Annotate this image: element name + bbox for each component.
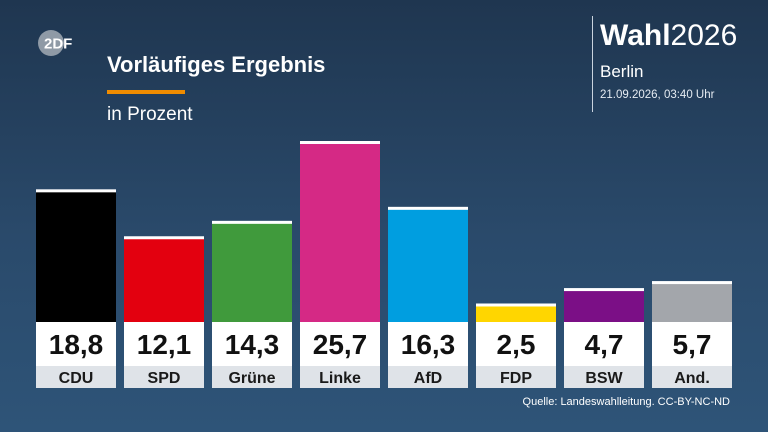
category-box-linke bbox=[300, 366, 380, 388]
bar-cap-fdp bbox=[476, 303, 556, 307]
category-label-afd: AfD bbox=[414, 370, 442, 387]
bar-cap-afd bbox=[388, 206, 468, 210]
zdf-logo-icon: 2DF bbox=[38, 30, 72, 56]
value-box-and bbox=[652, 322, 732, 366]
chart-subtitle: in Prozent bbox=[107, 104, 193, 125]
chart-title: Vorläufiges Ergebnis bbox=[107, 52, 326, 77]
accent-bar bbox=[107, 90, 185, 94]
category-label-spd: SPD bbox=[148, 370, 181, 387]
header-divider bbox=[592, 16, 593, 112]
category-label-linke: Linke bbox=[319, 370, 361, 387]
bar-cap-spd bbox=[124, 236, 204, 240]
value-label-afd: 16,3 bbox=[401, 329, 456, 360]
bar-and bbox=[652, 282, 732, 322]
logo-text: 2DF bbox=[44, 36, 72, 53]
category-label-bsw: BSW bbox=[585, 370, 623, 387]
bar-bsw bbox=[564, 289, 644, 322]
category-box-and bbox=[652, 366, 732, 388]
value-box-fdp bbox=[476, 322, 556, 366]
value-box-cdu bbox=[36, 322, 116, 366]
election-year: 2026 bbox=[670, 19, 738, 52]
value-label-bsw: 4,7 bbox=[585, 329, 624, 360]
election-brand-bold: Wahl bbox=[600, 19, 671, 52]
timestamp: 21.09.2026, 03:40 Uhr bbox=[600, 89, 715, 101]
bar-cap-linke bbox=[300, 141, 380, 144]
bar-fdp bbox=[476, 304, 556, 322]
category-label-cdu: CDU bbox=[59, 370, 94, 387]
bar-afd bbox=[388, 207, 468, 322]
value-label-linke: 25,7 bbox=[313, 329, 368, 360]
bar-cap-cdu bbox=[36, 189, 116, 193]
region-label: Berlin bbox=[600, 62, 644, 81]
category-box-fdp bbox=[476, 366, 556, 388]
value-label-grüne: 14,3 bbox=[225, 329, 280, 360]
category-box-afd bbox=[388, 366, 468, 388]
value-label-fdp: 2,5 bbox=[497, 329, 536, 360]
election-brand: Wahl2026 bbox=[600, 18, 737, 54]
bar-grüne bbox=[212, 221, 292, 322]
category-box-spd bbox=[124, 366, 204, 388]
category-box-bsw bbox=[564, 366, 644, 388]
source-note: Quelle: Landeswahlleitung. CC-BY-NC-ND bbox=[522, 396, 730, 408]
bar-linke bbox=[300, 142, 380, 322]
value-label-spd: 12,1 bbox=[137, 329, 192, 360]
category-label-grüne: Grüne bbox=[228, 370, 275, 387]
value-box-linke bbox=[300, 322, 380, 366]
category-box-grüne bbox=[212, 366, 292, 388]
bar-spd bbox=[124, 237, 204, 322]
bar-cap-and bbox=[652, 281, 732, 285]
category-box-cdu bbox=[36, 366, 116, 388]
category-label-and: And. bbox=[674, 370, 710, 387]
bar-cdu bbox=[36, 190, 116, 322]
value-box-afd bbox=[388, 322, 468, 366]
value-box-bsw bbox=[564, 322, 644, 366]
bar-cap-grüne bbox=[212, 220, 292, 224]
category-label-fdp: FDP bbox=[500, 370, 532, 387]
value-box-spd bbox=[124, 322, 204, 366]
bar-cap-bsw bbox=[564, 288, 644, 292]
value-box-grüne bbox=[212, 322, 292, 366]
value-label-and: 5,7 bbox=[673, 329, 712, 360]
value-label-cdu: 18,8 bbox=[49, 329, 104, 360]
